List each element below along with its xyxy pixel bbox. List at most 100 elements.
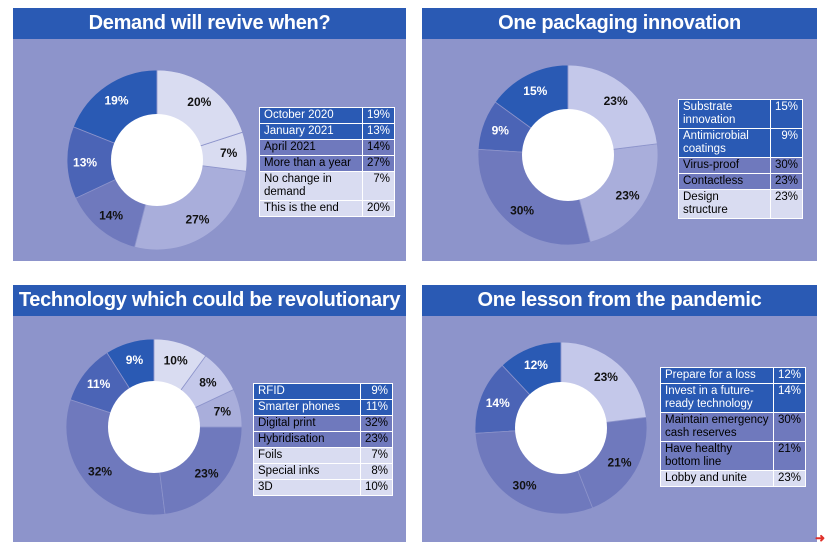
- legend-row: Design structure 23%: [678, 189, 804, 219]
- legend-row: Antimicrobial coatings 9%: [678, 128, 804, 158]
- legend-label: Digital print: [253, 415, 361, 432]
- legend-row: Prepare for a loss 12%: [660, 367, 807, 384]
- legend-value: 9%: [359, 383, 394, 400]
- legend-value: 32%: [359, 415, 394, 432]
- legend-value: 15%: [769, 99, 804, 129]
- donut-hole: [108, 381, 200, 473]
- legend-label: January 2021: [259, 123, 363, 140]
- legend-row: RFID 9%: [253, 383, 394, 400]
- legend-value: 23%: [769, 173, 804, 190]
- legend-row: Contactless 23%: [678, 173, 804, 190]
- slice-label: 12%: [524, 358, 548, 372]
- chart-panel-packaging: One packaging innovation 15% 9% 30% 23% 23% …: [422, 8, 817, 261]
- legend-value: 14%: [361, 139, 396, 156]
- slice-label: 32%: [88, 465, 112, 479]
- legend-row: Lobby and unite 23%: [660, 470, 807, 487]
- slice-label: 9%: [492, 124, 510, 138]
- donut-chart: 12% 14% 30% 21% 23%: [474, 341, 648, 515]
- slice-label: 13%: [73, 155, 97, 169]
- chart-panel-lesson: One lesson from the pandemic 12% 14% 30% 21…: [422, 285, 817, 542]
- legend-label: Foils: [253, 447, 361, 464]
- legend-row: January 2021 13%: [259, 123, 396, 140]
- slice-label: 7%: [214, 405, 232, 419]
- legend-value: 8%: [359, 463, 394, 480]
- slice-label: 10%: [164, 353, 188, 367]
- donut-chart: 9% 11% 32% 23% 7% 8% 10%: [65, 338, 243, 516]
- slice-label: 14%: [486, 396, 510, 410]
- legend-label: Contactless: [678, 173, 771, 190]
- legend-label: This is the end: [259, 200, 363, 217]
- legend-value: 19%: [361, 107, 396, 124]
- legend-label: More than a year: [259, 155, 363, 172]
- donut-hole: [111, 114, 203, 206]
- chart-title: One packaging innovation: [422, 8, 817, 39]
- legend-label: Hybridisation: [253, 431, 361, 448]
- legend-row: No change in demand 7%: [259, 171, 396, 201]
- legend-label: October 2020: [259, 107, 363, 124]
- legend-value: 13%: [361, 123, 396, 140]
- legend-value: 30%: [772, 412, 807, 442]
- legend-table: Prepare for a loss 12% Invest in a future-…: [660, 367, 807, 487]
- legend-row: October 2020 19%: [259, 107, 396, 124]
- legend-label: Lobby and unite: [660, 470, 774, 487]
- legend-value: 7%: [359, 447, 394, 464]
- legend-row: Hybridisation 23%: [253, 431, 394, 448]
- legend-row: Foils 7%: [253, 447, 394, 464]
- legend-value: 12%: [772, 367, 807, 384]
- legend-label: Design structure: [678, 189, 771, 219]
- legend-row: 3D 10%: [253, 479, 394, 496]
- slice-label: 21%: [608, 456, 632, 470]
- legend-table: RFID 9% Smarter phones 11% Digital print 32% H…: [253, 383, 394, 496]
- legend-table: Substrate innovation 15% Antimicrobial coa…: [678, 99, 804, 219]
- legend-row: Invest in a future-ready technology 14%: [660, 383, 807, 413]
- legend-value: 20%: [361, 200, 396, 217]
- legend-row: Digital print 32%: [253, 415, 394, 432]
- slice-label: 23%: [194, 466, 218, 480]
- slice-label: 30%: [510, 203, 534, 217]
- legend-row: Substrate innovation 15%: [678, 99, 804, 129]
- chart-title: One lesson from the pandemic: [422, 285, 817, 316]
- slice-label: 7%: [220, 146, 238, 160]
- arrow-right-icon: ➜: [814, 531, 825, 545]
- slice-label: 19%: [105, 93, 129, 107]
- legend-row: Smarter phones 11%: [253, 399, 394, 416]
- chart-title: Demand will revive when?: [13, 8, 406, 39]
- slice-label: 23%: [594, 370, 618, 384]
- chart-panel-demand: Demand will revive when? 19% 13% 14% 27% 7% 2…: [13, 8, 406, 261]
- slice-label: 23%: [604, 94, 628, 108]
- chart-panel-technology: Technology which could be revolutionary …: [13, 285, 406, 542]
- slice-label: 20%: [187, 95, 211, 109]
- slice-label: 14%: [99, 208, 123, 222]
- legend-value: 30%: [769, 157, 804, 174]
- slice-label: 8%: [199, 375, 217, 389]
- legend-label: Invest in a future-ready technology: [660, 383, 774, 413]
- legend-label: Prepare for a loss: [660, 367, 774, 384]
- chart-title: Technology which could be revolutionary: [13, 285, 406, 316]
- legend-label: Maintain emergency cash reserves: [660, 412, 774, 442]
- legend-label: Have healthy bottom line: [660, 441, 774, 471]
- legend-value: 23%: [772, 470, 807, 487]
- legend-label: 3D: [253, 479, 361, 496]
- legend-row: April 2021 14%: [259, 139, 396, 156]
- legend-label: No change in demand: [259, 171, 363, 201]
- slice-label: 9%: [126, 353, 144, 367]
- legend-row: Maintain emergency cash reserves 30%: [660, 412, 807, 442]
- legend-label: Virus-proof: [678, 157, 771, 174]
- legend-label: April 2021: [259, 139, 363, 156]
- legend-label: Substrate innovation: [678, 99, 771, 129]
- legend-row: This is the end 20%: [259, 200, 396, 217]
- legend-label: Antimicrobial coatings: [678, 128, 771, 158]
- legend-label: Smarter phones: [253, 399, 361, 416]
- legend-row: More than a year 27%: [259, 155, 396, 172]
- legend-row: Virus-proof 30%: [678, 157, 804, 174]
- legend-value: 27%: [361, 155, 396, 172]
- legend-label: RFID: [253, 383, 361, 400]
- slice-label: 23%: [616, 188, 640, 202]
- donut-hole: [515, 382, 607, 474]
- slice-label: 11%: [87, 377, 111, 391]
- legend-value: 9%: [769, 128, 804, 158]
- donut-chart: 19% 13% 14% 27% 7% 20%: [66, 69, 248, 251]
- legend-value: 23%: [359, 431, 394, 448]
- legend-row: Special inks 8%: [253, 463, 394, 480]
- legend-value: 23%: [769, 189, 804, 219]
